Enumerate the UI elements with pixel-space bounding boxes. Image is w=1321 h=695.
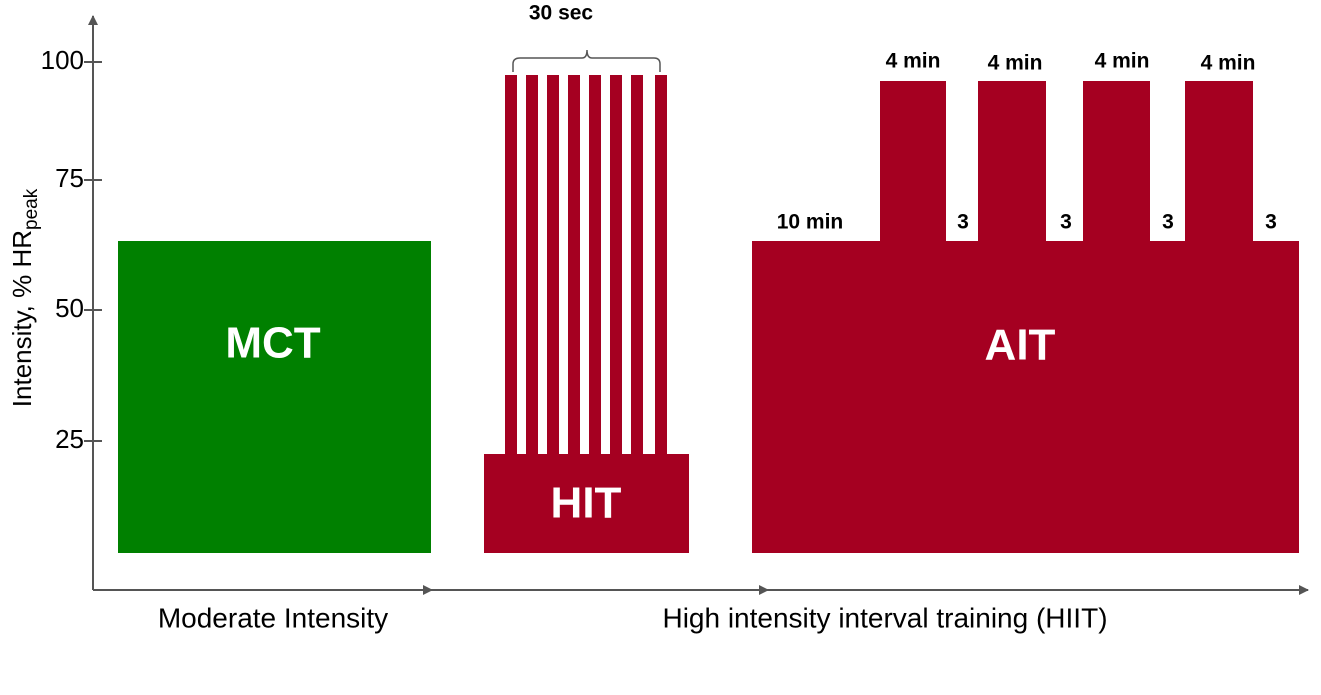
mct-block xyxy=(118,241,431,553)
category-label: High intensity interval training (HIIT) xyxy=(662,602,1107,633)
hit-sprint xyxy=(610,75,622,455)
recovery-label: 3 xyxy=(1265,211,1277,234)
y-ticks: 100 75 50 25 xyxy=(41,45,102,454)
warmup-label: 10 min xyxy=(777,211,844,234)
hit-sprint xyxy=(547,75,559,455)
hit-sprint xyxy=(589,75,601,455)
y-axis-label: Intensity, % HR xyxy=(7,230,37,407)
recovery-label: 3 xyxy=(1162,211,1174,234)
hit-base xyxy=(484,454,689,553)
y-axis-title: Intensity, % HRpeak xyxy=(7,188,42,407)
mct-label: MCT xyxy=(225,319,320,368)
recovery-label: 3 xyxy=(957,211,969,234)
brace xyxy=(512,49,661,72)
interval-label: 4 min xyxy=(886,50,941,73)
recovery-label: 3 xyxy=(1060,211,1072,234)
hit-sprint xyxy=(631,75,643,455)
hit-label: HIT xyxy=(551,479,622,528)
hit-sprint xyxy=(526,75,538,455)
tick-label: 75 xyxy=(55,163,84,193)
interval-label: 4 min xyxy=(1201,52,1256,75)
tick-label: 100 xyxy=(41,45,84,75)
interval-label: 4 min xyxy=(1095,50,1150,73)
hit-sprint xyxy=(505,75,517,455)
category-label: Moderate Intensity xyxy=(158,602,388,633)
hit-block xyxy=(484,75,689,553)
ait-block xyxy=(752,81,1299,553)
tick-label: 50 xyxy=(55,293,84,323)
tick-label: 25 xyxy=(55,424,84,454)
hit-sprint xyxy=(655,75,667,455)
hit-sprint xyxy=(568,75,580,455)
y-axis-subscript: peak xyxy=(21,188,42,230)
ait-label: AIT xyxy=(985,321,1056,370)
hit-annotation: 30 sec xyxy=(529,2,594,25)
interval-label: 4 min xyxy=(988,52,1043,75)
